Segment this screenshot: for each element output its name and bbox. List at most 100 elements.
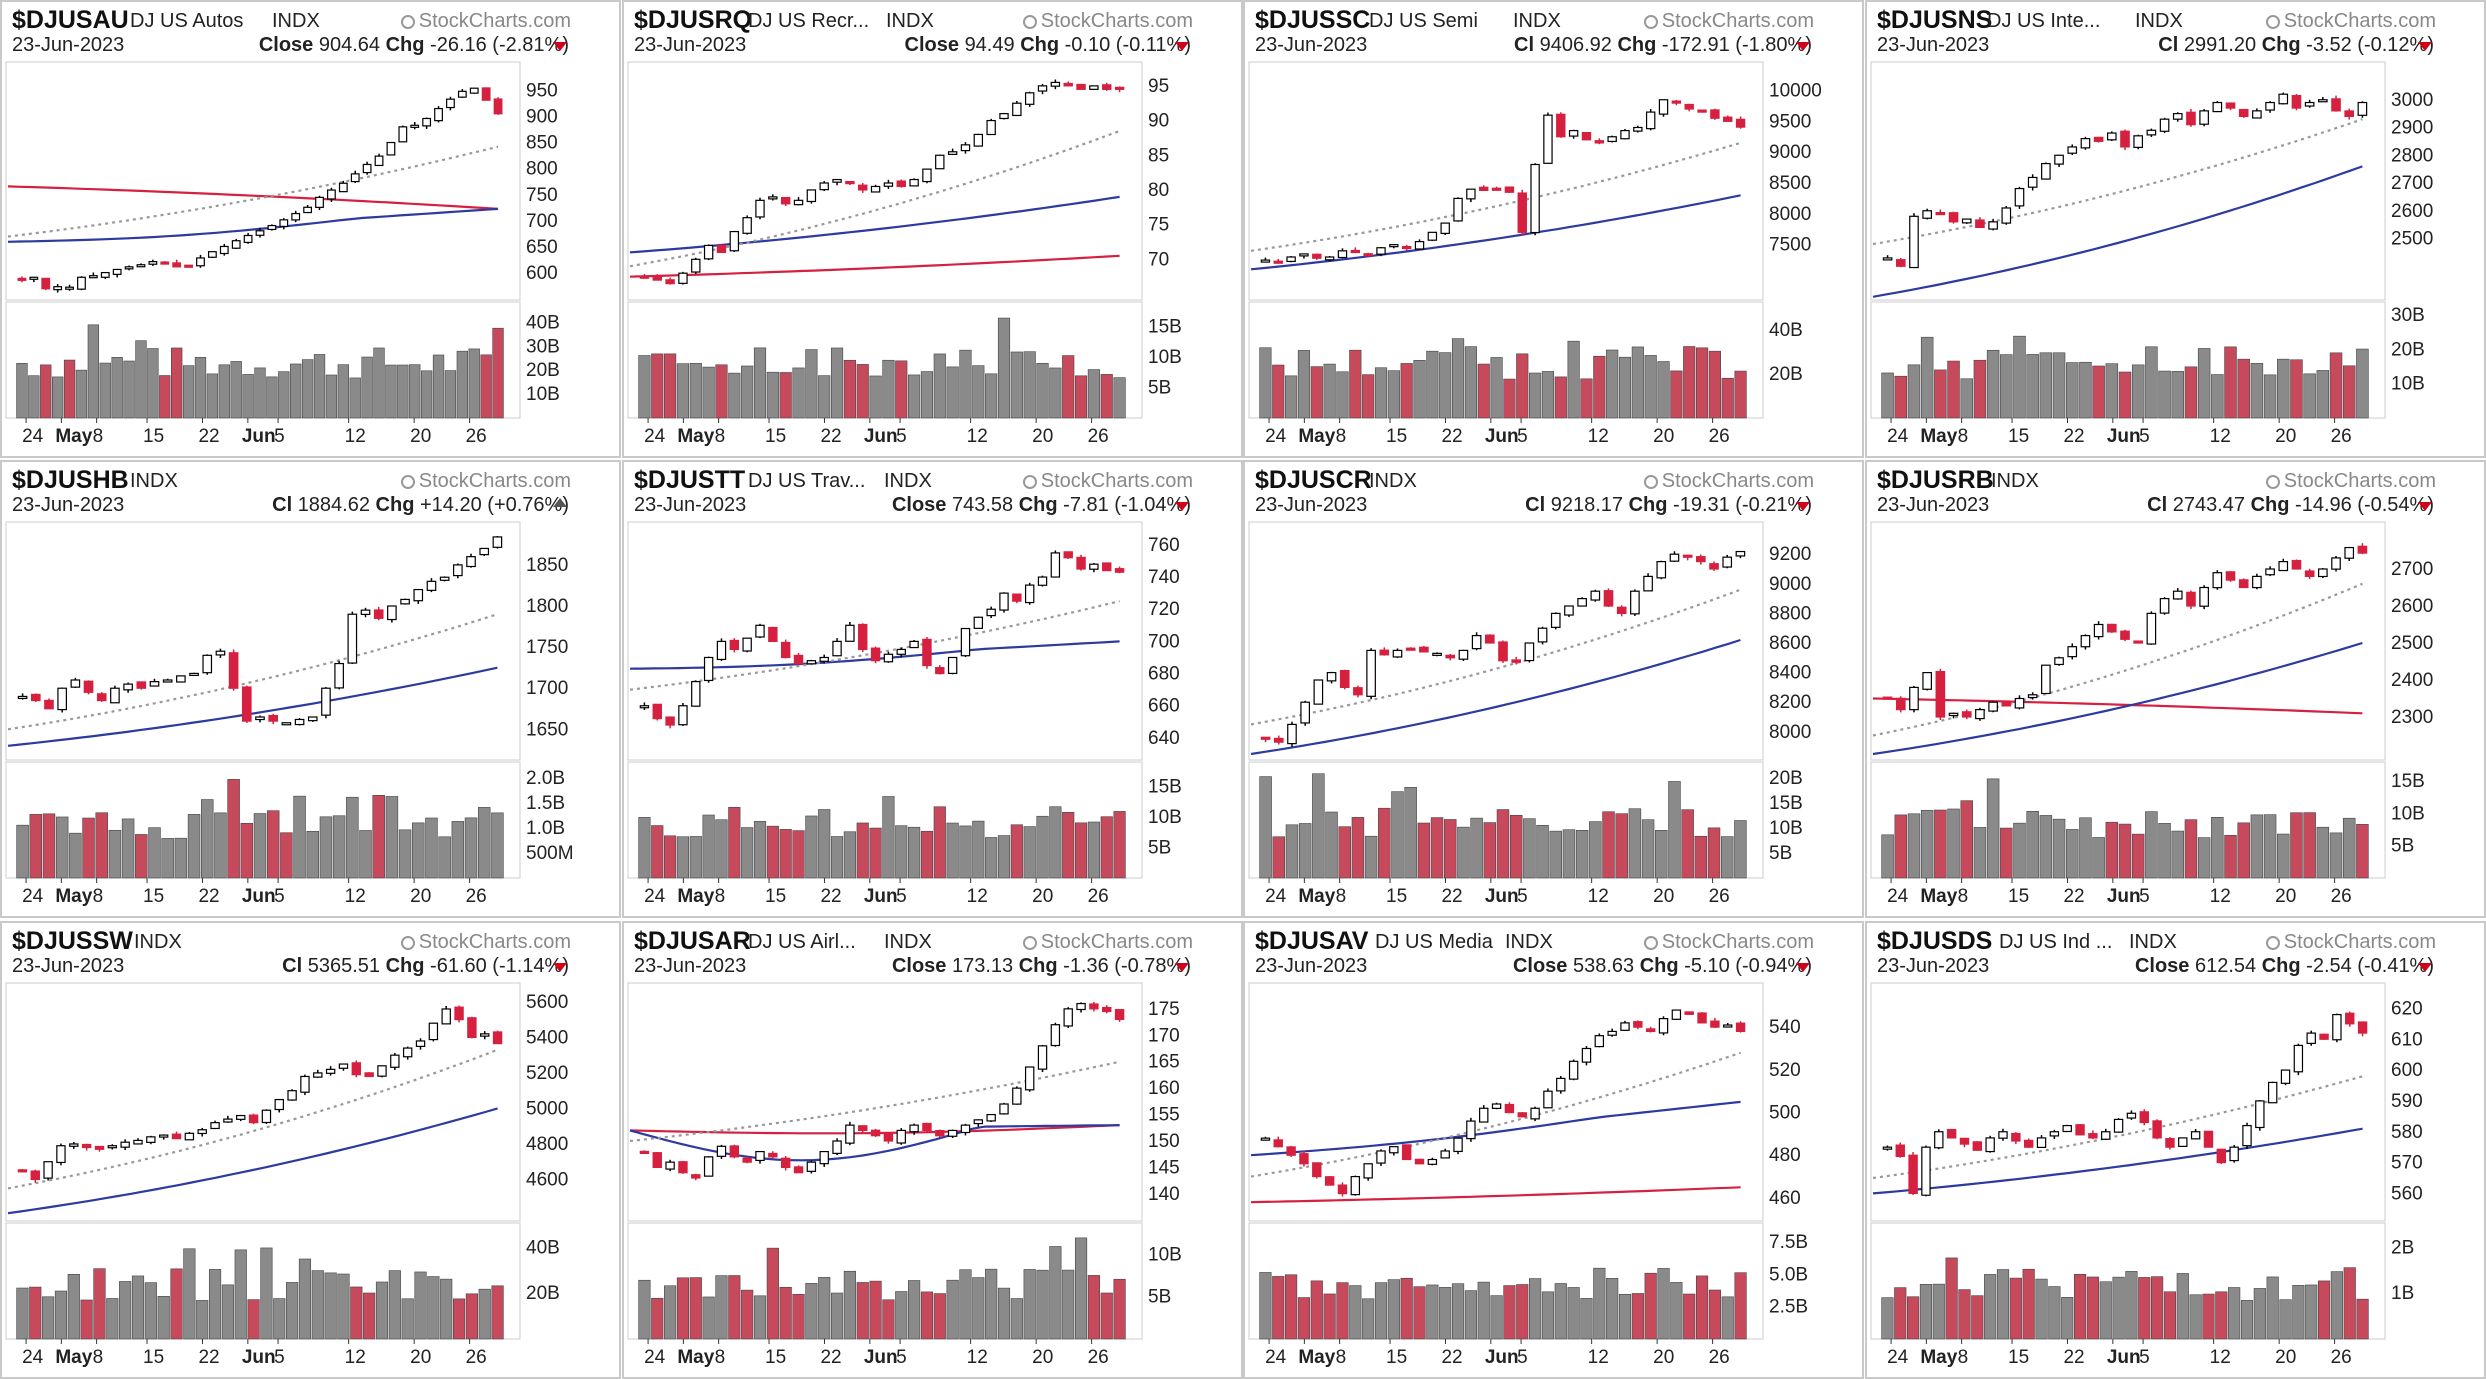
volume-bar (87, 324, 100, 419)
volume-bar (1490, 1295, 1503, 1340)
volume-bar (2131, 364, 2145, 419)
candlestick (30, 693, 41, 703)
volume-bar (1490, 357, 1503, 419)
volume-bar (818, 809, 831, 879)
x-tick-label: 8 (1336, 426, 1347, 447)
candlestick (883, 1132, 894, 1144)
candlestick (780, 639, 791, 659)
volume-bar (1683, 346, 1696, 419)
candlestick (2093, 136, 2104, 143)
x-tick-label: 8 (1336, 886, 1347, 907)
candlestick (1432, 652, 1442, 657)
arrow-down-icon (553, 42, 567, 51)
candlestick (896, 179, 906, 188)
x-tick-label: 24 (1265, 886, 1287, 907)
stockcharts-brand: StockCharts.com (400, 931, 571, 954)
x-tick-label: 8 (715, 426, 726, 447)
candlestick (1524, 642, 1535, 663)
candlestick (755, 623, 765, 639)
quote-chg-label: Chg (385, 34, 425, 56)
candlestick (2331, 95, 2341, 112)
quote-close: 173.13 (951, 955, 1014, 977)
volume-bar (1351, 817, 1365, 879)
x-tick-label: 8 (1958, 426, 1969, 447)
candlestick (819, 180, 829, 192)
candlestick (960, 142, 971, 154)
candlestick (2080, 634, 2091, 650)
quote-chg: -5.10 (-0.94%) (1684, 955, 1812, 977)
volume-bar (121, 818, 135, 879)
candlestick (2212, 570, 2223, 590)
candlestick (639, 1150, 650, 1155)
candlestick (94, 1145, 105, 1152)
candlestick (172, 259, 182, 268)
moving-average-dotted (1872, 1075, 2363, 1180)
candlestick (493, 97, 503, 115)
candlestick (351, 1060, 362, 1078)
x-tick-label: 8 (1958, 1347, 1969, 1368)
candlestick (57, 687, 67, 713)
brand-text: StockCharts.com (418, 10, 571, 32)
candlestick (2067, 144, 2078, 156)
candlestick (1620, 1020, 1630, 1031)
volume-bar (306, 831, 319, 879)
x-tick-label: Jun (242, 886, 276, 907)
moving-average-dotted (1250, 1051, 1741, 1178)
chart-header: $DJUSCR INDX StockCharts.com 23-Jun-2023 Cl … (1245, 462, 1862, 522)
chart-date: 23-Jun-2023 (634, 955, 747, 977)
x-tick-label: 26 (2331, 426, 2352, 447)
chart-header: $DJUSAU DJ US Autos INDX StockCharts.com 23-… (2, 2, 619, 62)
chart-quote: Close 94.49 Chg -0.10 (-0.11%) (905, 34, 1191, 57)
chart-symbol: $DJUSRQ (634, 6, 753, 34)
candlestick (2304, 99, 2315, 108)
chart-quote: Cl 1884.62 Chg +14.20 (+0.76%) (272, 494, 569, 517)
candlestick (77, 276, 86, 291)
volume-bar (869, 375, 882, 419)
x-tick-label: 12 (345, 886, 366, 907)
quote-chg-label: Chg (1018, 955, 1058, 977)
x-tick-label: May (677, 1347, 714, 1368)
candlestick (2041, 162, 2051, 180)
price-tick-label: 8800 (1769, 603, 1811, 624)
candlestick (1260, 736, 1271, 743)
volume-bar (2112, 1276, 2125, 1340)
volume-bar (1881, 834, 1894, 879)
volume-tick-label: 40B (526, 1237, 560, 1258)
volume-bar (398, 829, 412, 879)
candlestick (716, 638, 727, 662)
chart-description: DJ US Airl... (748, 931, 856, 953)
volume-bar (1074, 375, 1088, 419)
moving-average-dotted (1872, 582, 2363, 737)
candlestick (1324, 1176, 1335, 1186)
candlestick (1530, 163, 1540, 236)
x-tick-label: May (677, 426, 714, 447)
moving-average-red (1872, 697, 2363, 715)
candlestick (1063, 81, 1073, 87)
candlestick (2306, 1030, 2316, 1046)
candlestick (2229, 1145, 2239, 1163)
volume-bar (1996, 1269, 2010, 1340)
volume-bar (183, 1248, 196, 1340)
candlestick (1012, 1086, 1022, 1105)
candlestick (2238, 578, 2249, 589)
candlestick (2293, 1043, 2304, 1076)
volume-bar (651, 825, 664, 879)
volume-bar (359, 830, 372, 879)
volume-bar (2303, 812, 2316, 879)
chart-exchange: INDX (130, 470, 178, 492)
quote-close-label: Cl (1525, 494, 1546, 516)
volume-tick-label: 5B (1769, 843, 1792, 864)
chart-exchange: INDX (886, 10, 934, 32)
candlestick (1895, 696, 1906, 713)
volume-bar (805, 1283, 818, 1340)
candlestick (2049, 1129, 2060, 1139)
candlestick (1616, 605, 1627, 617)
candlestick (1961, 218, 1972, 224)
candlestick (1607, 135, 1617, 143)
candlestick (441, 1006, 451, 1025)
candlestick (1543, 1088, 1553, 1109)
chart-panel: $DJUSSW INDX StockCharts.com 23-Jun-2023 Cl … (0, 921, 621, 1379)
candlestick (428, 1022, 439, 1042)
x-tick-label: 12 (967, 426, 988, 447)
x-tick-label: Jun (1485, 1347, 1519, 1368)
